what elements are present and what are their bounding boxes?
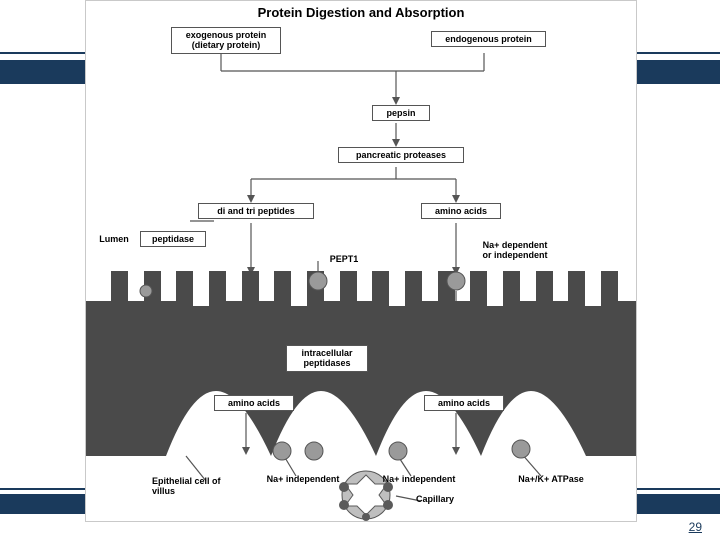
- label-lumen: Lumen: [92, 235, 136, 245]
- box-amino-left: amino acids: [214, 395, 294, 411]
- box-exogenous: exogenous protein (dietary protein): [171, 27, 281, 54]
- label-capillary: Capillary: [416, 495, 476, 505]
- slide-root: 29 Protein Digestion and Absorption: [0, 0, 720, 540]
- box-pepsin: pepsin: [372, 105, 430, 121]
- label-epithelial: Epithelial cell of villus: [152, 477, 248, 497]
- label-na-dependent: Na+ dependent or independent: [468, 241, 562, 261]
- box-peptidase: peptidase: [140, 231, 206, 247]
- label-atpase: Na+/K+ ATPase: [506, 475, 596, 485]
- box-amino-right: amino acids: [424, 395, 504, 411]
- label-na-ind-1: Na+ independent: [258, 475, 348, 485]
- label-pept1: PEPT1: [322, 255, 366, 265]
- box-endogenous: endogenous protein: [431, 31, 546, 47]
- label-na-ind-2: Na+ independent: [374, 475, 464, 485]
- box-pancreatic: pancreatic proteases: [338, 147, 464, 163]
- box-di-tri: di and tri peptides: [198, 203, 314, 219]
- box-intracellular: intracellular peptidases: [286, 345, 368, 372]
- box-amino-top: amino acids: [421, 203, 501, 219]
- page-number: 29: [689, 520, 702, 534]
- diagram-panel: Protein Digestion and Absorption: [85, 0, 637, 522]
